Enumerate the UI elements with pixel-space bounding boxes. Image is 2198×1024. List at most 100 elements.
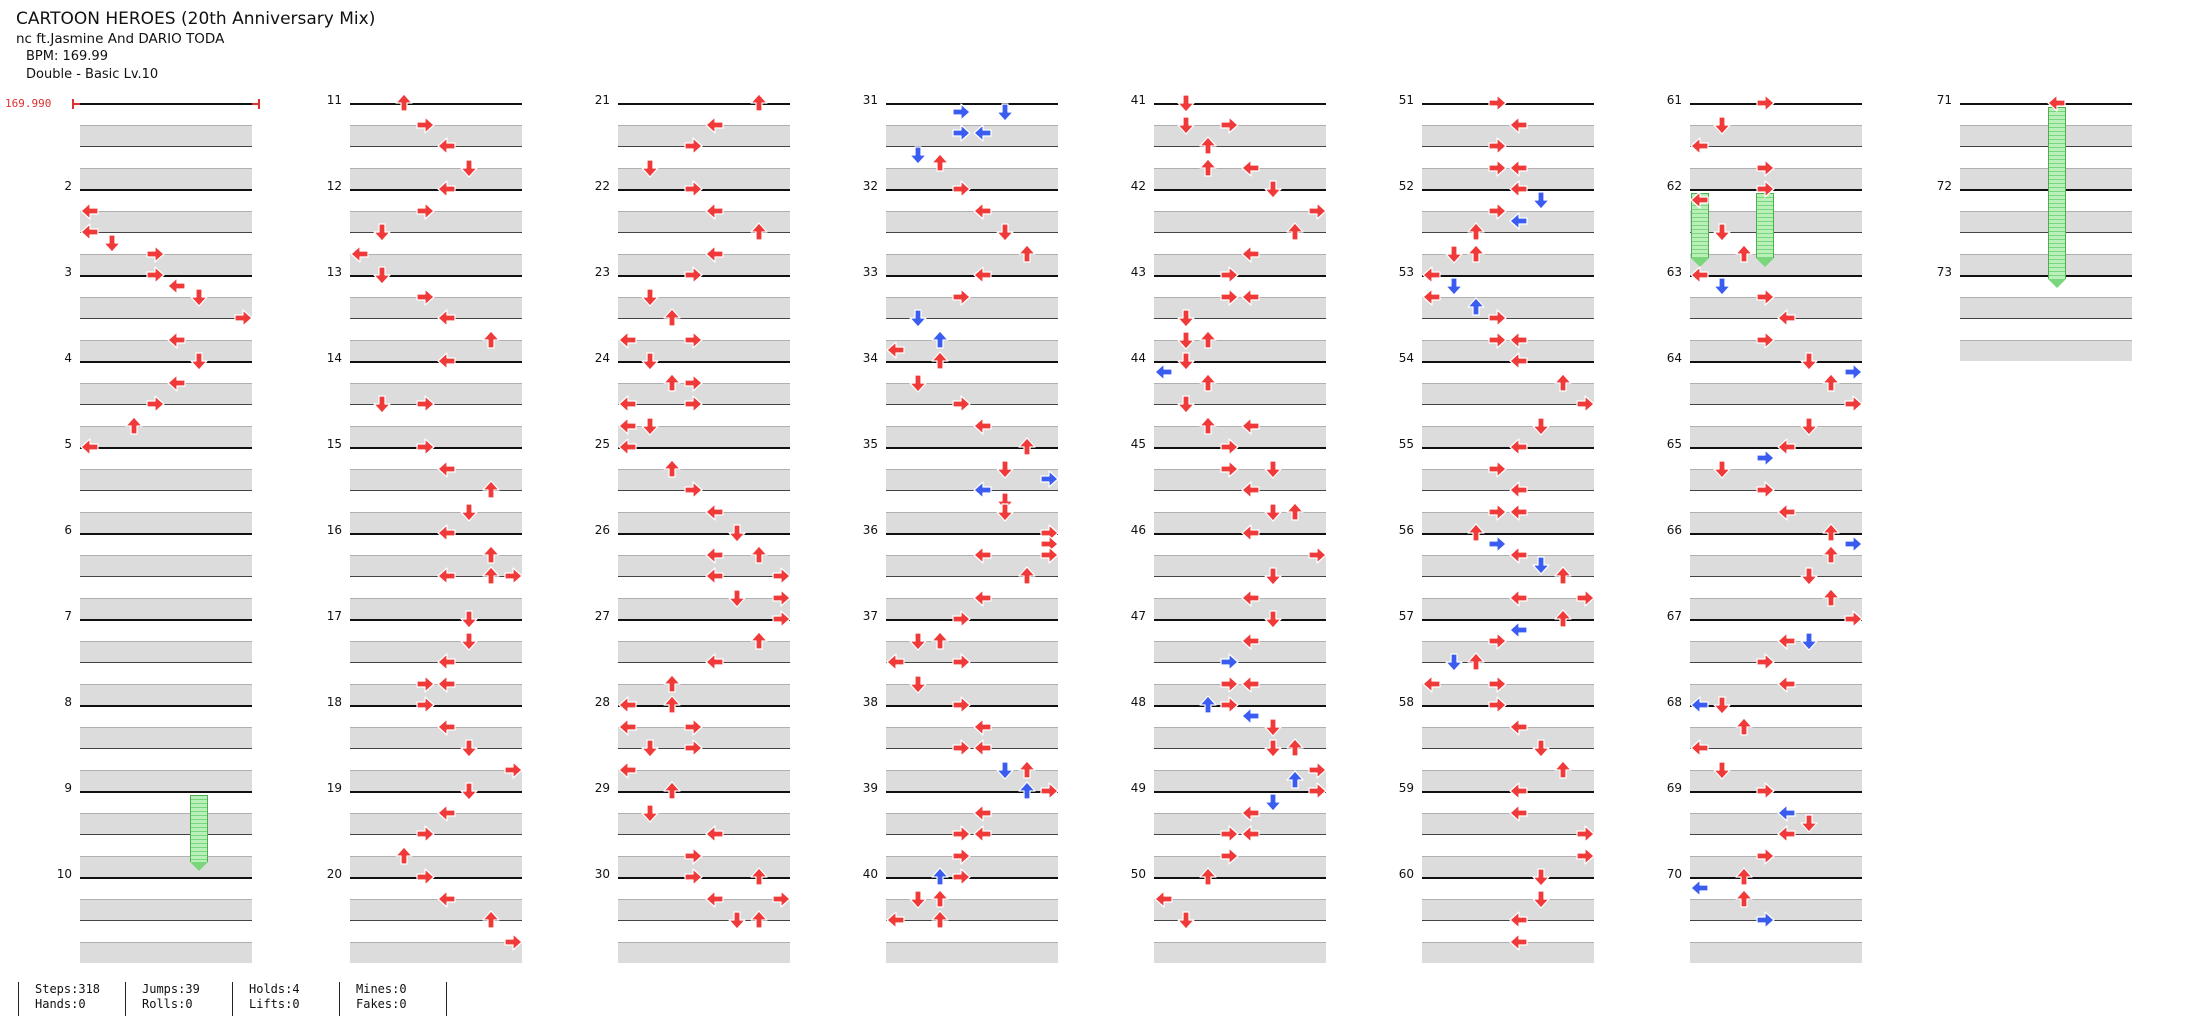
measure-number: 19 xyxy=(326,781,342,795)
beat-band xyxy=(1422,425,1594,447)
step-arrow-left xyxy=(1241,706,1261,726)
beat-line xyxy=(618,490,790,491)
beat-line xyxy=(1422,748,1594,749)
measure-line xyxy=(1422,447,1594,449)
beat-line xyxy=(618,834,790,835)
step-arrow-down xyxy=(908,145,928,165)
measure-line xyxy=(1154,447,1326,449)
beat-band xyxy=(1154,554,1326,576)
step-arrow-down xyxy=(1444,244,1464,264)
step-arrow-left xyxy=(618,330,638,350)
beat-band xyxy=(350,382,522,404)
measure-number: 9 xyxy=(64,781,72,795)
step-arrow-right xyxy=(1219,824,1239,844)
step-arrow-up xyxy=(1285,501,1305,522)
beat-band xyxy=(1690,769,1862,791)
beat-band xyxy=(80,253,252,275)
step-arrow-up xyxy=(1553,609,1573,629)
beat-band xyxy=(1422,855,1594,877)
measure-number: 56 xyxy=(1398,523,1414,537)
beat-line xyxy=(886,404,1058,405)
step-arrow-right xyxy=(683,179,703,199)
step-arrow-left xyxy=(973,201,993,221)
measure-number: 72 xyxy=(1936,179,1952,193)
measure-number: 54 xyxy=(1398,351,1414,365)
measure-number: 25 xyxy=(594,437,610,451)
measure-number: 45 xyxy=(1130,437,1146,451)
beat-band xyxy=(886,855,1058,877)
measure-line xyxy=(1690,447,1862,449)
measure-line xyxy=(1154,705,1326,707)
measure-number: 38 xyxy=(862,695,878,709)
beat-band xyxy=(80,296,252,318)
beat-band xyxy=(1154,167,1326,189)
step-arrow-right xyxy=(1039,781,1059,801)
step-arrow-down xyxy=(727,523,747,543)
step-arrow-down xyxy=(640,803,660,823)
beat-band xyxy=(886,468,1058,490)
measure xyxy=(1154,275,1326,361)
measure-number: 14 xyxy=(326,351,342,365)
beat-line xyxy=(886,748,1058,749)
step-arrow-left xyxy=(1509,211,1529,231)
step-arrow-up xyxy=(481,480,501,500)
step-arrow-left xyxy=(1690,265,1710,285)
step-arrow-up xyxy=(749,867,769,887)
measure-number: 59 xyxy=(1398,781,1414,795)
measure-line xyxy=(80,705,252,707)
beat-line xyxy=(1690,404,1862,405)
step-arrow-left xyxy=(618,394,638,414)
beat-band xyxy=(886,124,1058,146)
beat-band xyxy=(350,941,522,963)
step-arrow-up xyxy=(662,673,682,694)
step-arrow-up xyxy=(1466,243,1486,264)
step-arrow-right xyxy=(1487,631,1507,651)
beat-band xyxy=(1154,769,1326,791)
beat-band xyxy=(80,468,252,490)
step-arrow-left xyxy=(1509,179,1529,199)
beat-band xyxy=(80,210,252,232)
beat-band xyxy=(1422,339,1594,361)
step-arrow-left xyxy=(437,308,457,328)
step-arrow-left xyxy=(1509,781,1529,801)
measure xyxy=(1154,103,1326,189)
step-arrow-right xyxy=(1219,846,1239,866)
beat-band xyxy=(1154,382,1326,404)
step-arrow-down xyxy=(640,416,660,436)
chart-header: CARTOON HEROES (20th Anniversary Mix) nc… xyxy=(16,8,375,84)
beat-band xyxy=(618,769,790,791)
step-arrow-right xyxy=(1843,534,1863,554)
step-arrow-up xyxy=(1198,415,1218,436)
measure-line xyxy=(1422,619,1594,621)
step-arrow-up xyxy=(1553,566,1573,586)
step-arrow-right xyxy=(771,588,791,608)
beat-band xyxy=(618,296,790,318)
beat-band xyxy=(886,210,1058,232)
measure-line xyxy=(618,361,790,363)
beat-band xyxy=(1690,640,1862,662)
measure-line xyxy=(350,189,522,191)
step-arrow-down xyxy=(372,265,392,285)
measure xyxy=(350,791,522,877)
beat-line xyxy=(1960,318,2132,319)
beat-line xyxy=(350,662,522,663)
step-arrow-right xyxy=(951,652,971,672)
step-arrow-left xyxy=(1777,803,1797,823)
measure xyxy=(80,361,252,447)
beat-band xyxy=(350,210,522,232)
step-arrow-down xyxy=(459,502,479,522)
beat-band xyxy=(1690,855,1862,877)
beat-band xyxy=(80,726,252,748)
beat-band xyxy=(1422,898,1594,920)
step-arrow-left xyxy=(1777,502,1797,522)
measure xyxy=(618,877,790,963)
beat-line xyxy=(80,490,252,491)
beat-line xyxy=(80,748,252,749)
beat-band xyxy=(886,640,1058,662)
step-arrow-down xyxy=(640,287,660,307)
step-arrow-up xyxy=(1734,243,1754,264)
measure-line xyxy=(350,877,522,879)
step-arrow-down xyxy=(1712,115,1732,135)
beat-band xyxy=(80,769,252,791)
step-arrow-down xyxy=(1531,190,1551,210)
